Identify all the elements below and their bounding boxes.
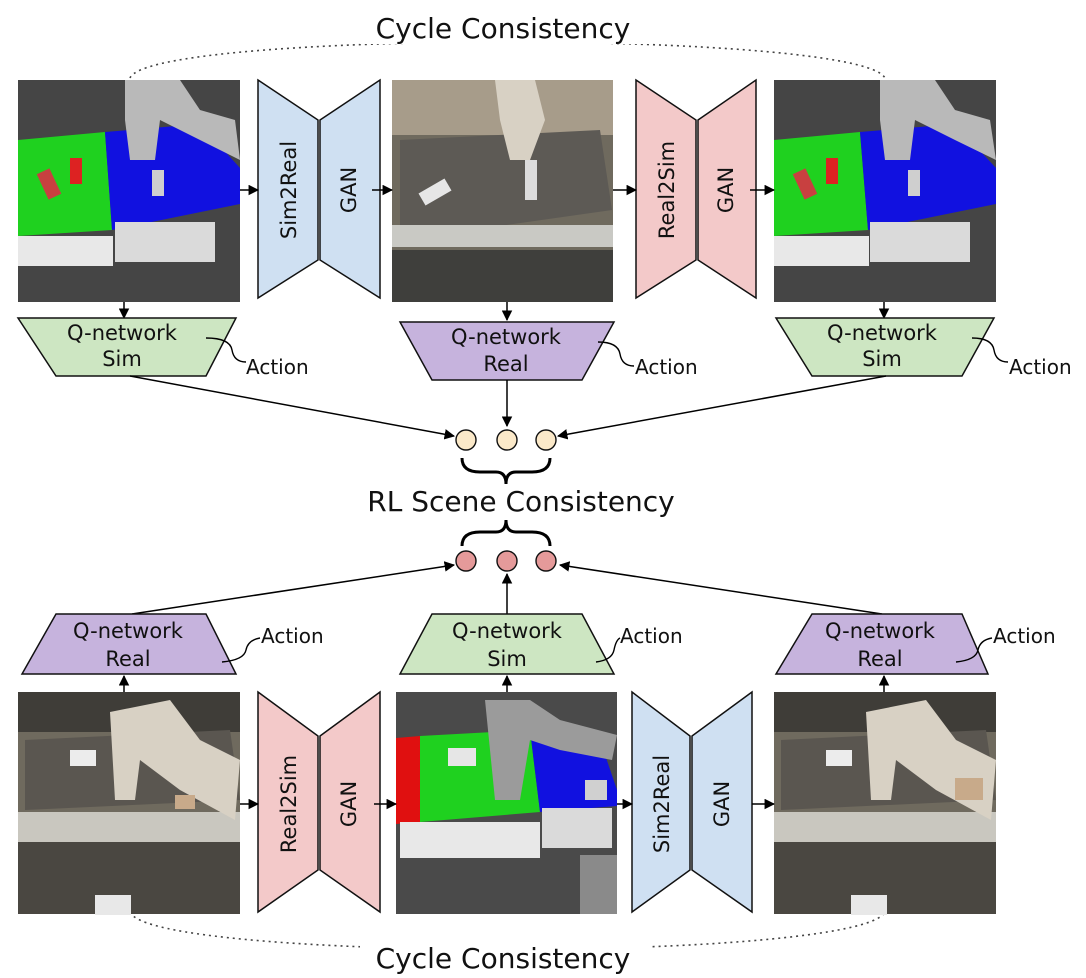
top-gan-1: Sim2Real GAN: [257, 78, 381, 300]
top-q-value-circles: [455, 429, 557, 451]
top-qnet-3: Q-network Sim Action: [774, 317, 1072, 379]
top-gan-1-sub: GAN: [337, 167, 361, 213]
qnet-line2: Sim: [487, 647, 527, 671]
rl-scene-consistency-label: RL Scene Consistency: [367, 485, 675, 518]
action-label: Action: [246, 355, 309, 379]
action-label: Action: [635, 355, 698, 379]
bottom-gan-1-name: Real2Sim: [277, 755, 301, 853]
bottom-gan-1-sub: GAN: [337, 781, 361, 827]
top-sim-image: [18, 80, 240, 302]
action-label: Action: [993, 624, 1056, 648]
top-qnet-2: Q-network Real Action: [398, 321, 698, 381]
bottom-qnet-1: Q-network Real Action: [20, 613, 324, 675]
top-reconstructed-sim-image: [774, 80, 996, 302]
top-gan-1-name: Sim2Real: [277, 141, 301, 239]
bottom-gan-2-sub: GAN: [710, 781, 734, 827]
qnet-line1: Q-network: [827, 321, 938, 345]
bottom-gan-1: Real2Sim GAN: [257, 690, 381, 914]
arrow: [131, 561, 456, 615]
bottom-qnet-2: Q-network Sim Action: [398, 613, 683, 675]
bottom-qnet-3: Q-network Real Action: [774, 613, 1056, 675]
top-gan-2-name: Real2Sim: [655, 141, 679, 239]
top-qnet-1: Q-network Sim Action: [16, 317, 309, 379]
bottom-reconstructed-real-image: [774, 692, 996, 915]
bottom-gan-2-name: Sim2Real: [650, 755, 674, 853]
qnet-line1: Q-network: [452, 619, 563, 643]
qnet-line1: Q-network: [825, 619, 936, 643]
top-gan-2: Real2Sim GAN: [635, 78, 757, 300]
arrow: [129, 375, 456, 440]
qnet-line1: Q-network: [73, 619, 184, 643]
bottom-cycle-label: Cycle Consistency: [376, 942, 631, 975]
bottom-real-image: [18, 692, 240, 915]
qnet-line2: Sim: [102, 347, 142, 371]
qnet-line2: Sim: [862, 347, 902, 371]
qnet-line1: Q-network: [67, 321, 178, 345]
arrow: [558, 561, 883, 615]
bottom-q-value-circles: [455, 550, 557, 572]
qnet-line2: Real: [483, 352, 528, 376]
bottom-brace: [460, 519, 552, 547]
qnet-line2: Real: [857, 647, 902, 671]
qnet-line2: Real: [105, 647, 150, 671]
arrow: [556, 375, 887, 440]
action-label: Action: [620, 624, 683, 648]
top-cycle-arc: [129, 41, 886, 79]
top-cycle-label: Cycle Consistency: [376, 12, 631, 45]
top-gan-2-sub: GAN: [714, 167, 738, 213]
bottom-generated-sim-image: [396, 692, 617, 914]
top-real-image: [392, 80, 613, 302]
action-label: Action: [261, 624, 324, 648]
bottom-gan-2: Sim2Real GAN: [631, 690, 753, 914]
top-brace: [460, 457, 552, 485]
qnet-line1: Q-network: [451, 325, 562, 349]
action-label: Action: [1009, 355, 1072, 379]
